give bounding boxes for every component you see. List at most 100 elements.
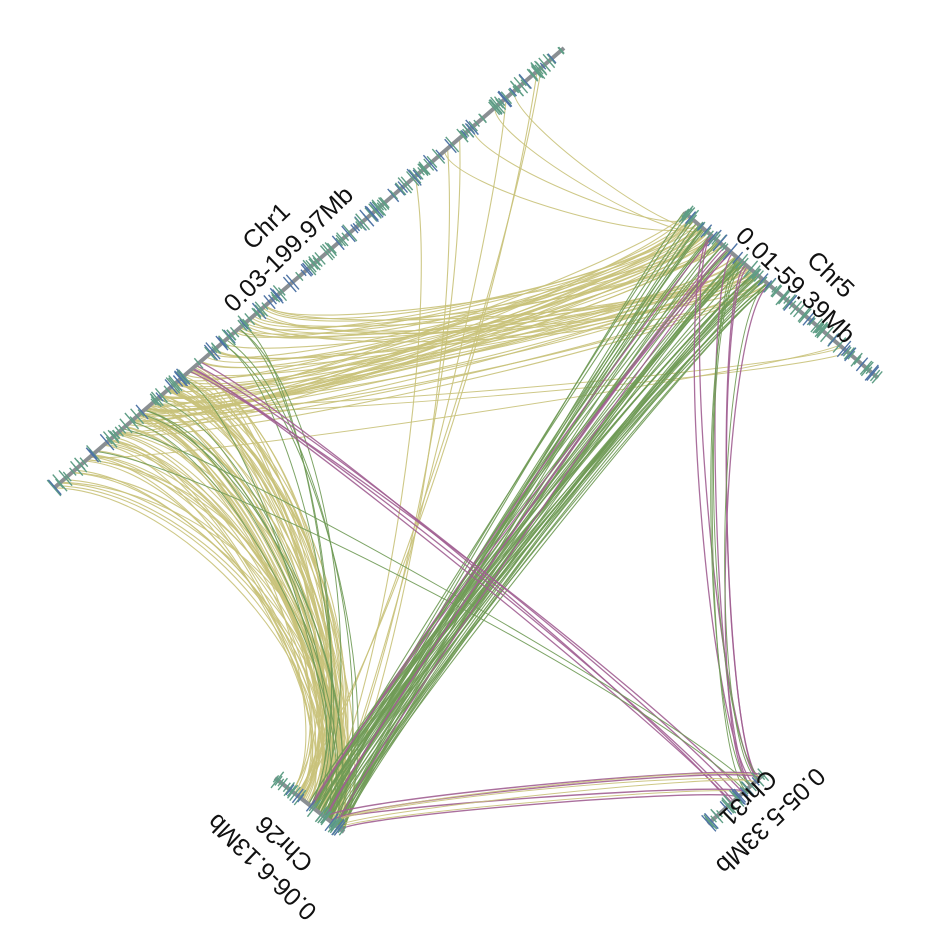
synteny-link-chr1-chr5 <box>160 237 715 399</box>
chr1-gene-mark <box>70 460 84 477</box>
chr1-gene-mark <box>497 97 506 107</box>
chr1-gene-mark <box>253 309 260 317</box>
chr5-gene-mark <box>807 317 815 325</box>
chr26-gene-mark <box>329 818 343 834</box>
chr1-gene-mark <box>518 73 532 90</box>
synteny-link-chr1-chr26 <box>110 439 317 800</box>
chr1-gene-mark <box>509 80 525 97</box>
chr1-gene-mark <box>364 207 378 222</box>
synteny-link-chr26-chr31 <box>336 779 756 828</box>
chr1-gene-mark <box>302 259 317 276</box>
chr1-gene-mark <box>308 258 319 270</box>
chr5-gene-mark <box>810 318 823 333</box>
chr1-gene-mark <box>422 154 438 172</box>
chr5-gene-mark <box>751 268 761 279</box>
chr1-gene-mark <box>465 119 479 136</box>
synteny-link-chr5-chr26 <box>322 227 704 816</box>
chr5-gene-mark <box>753 270 764 282</box>
chr1-gene-mark <box>406 168 422 186</box>
chr1-gene-mark <box>173 370 189 387</box>
chr1-gene-mark <box>150 396 160 406</box>
chr1-gene-mark <box>105 436 113 445</box>
chr26-gene-mark <box>274 775 283 786</box>
chr1-gene-mark <box>378 197 390 210</box>
chr1-gene-mark <box>164 378 179 395</box>
chr26-gene-mark <box>283 782 296 797</box>
chr1-gene-mark <box>251 302 267 320</box>
chr1-gene-mark <box>497 91 512 108</box>
chr1-gene-mark <box>154 388 168 403</box>
chr26-gene-mark <box>286 785 297 797</box>
chr5-gene-mark <box>789 300 803 315</box>
chr5-gene-mark <box>816 323 829 337</box>
chr1-gene-mark <box>547 53 557 64</box>
chr1-gene-mark <box>239 318 249 330</box>
chr5-gene-mark <box>681 207 693 221</box>
chr1-gene-mark <box>460 129 469 138</box>
chr5-gene-mark <box>680 207 696 224</box>
chr5-gene-mark <box>738 257 749 269</box>
chr1-gene-mark <box>150 398 157 406</box>
synteny-link-chr1-chr5 <box>249 283 769 343</box>
chr1-gene-mark <box>177 369 190 383</box>
chr1-gene-mark <box>542 53 556 69</box>
chr1-gene-mark <box>406 170 420 187</box>
chr1-gene-mark <box>55 478 64 489</box>
chr5-gene-mark <box>800 311 808 319</box>
synteny-link-chr5-chr31 <box>714 253 752 787</box>
chr26-gene-mark <box>320 811 331 824</box>
synteny-link-chr1-chr5 <box>143 266 749 413</box>
chr1-gene-mark <box>223 329 236 344</box>
chr1-gene-mark <box>319 245 334 261</box>
chr26-gene-mark <box>337 825 344 834</box>
synteny-link-chr5-chr26 <box>310 272 756 807</box>
synteny-link-chr1-chr5 <box>236 269 752 338</box>
synteny-link-chr5-chr26 <box>310 252 732 807</box>
chr5-gene-mark <box>788 300 797 310</box>
chr31-gene-mark <box>751 772 765 787</box>
chr5-gene-mark <box>722 243 738 261</box>
chr1-gene-mark <box>364 205 379 223</box>
synteny-link-chr1-chr26 <box>238 328 333 807</box>
chr26-gene-mark <box>286 784 299 799</box>
chr5-gene-mark <box>815 323 825 334</box>
chr1-gene-mark <box>269 287 284 304</box>
synteny-link-chr5-chr26 <box>338 260 742 829</box>
chr1-gene-mark <box>354 217 366 231</box>
synteny-link-chr1-chr5 <box>157 271 754 404</box>
chr1-gene-mark <box>461 123 475 138</box>
chr1-gene-mark <box>203 344 218 361</box>
synteny-link-chr1-chr5 <box>251 235 713 328</box>
chr1-gene-mark <box>205 342 221 360</box>
synteny-links <box>54 67 849 832</box>
chr1-gene-mark <box>270 291 281 303</box>
chr1-gene-mark <box>342 224 358 242</box>
synteny-link-chr1-chr26 <box>139 413 343 822</box>
chr1-gene-mark <box>397 181 409 194</box>
synteny-link-chr5-chr26 <box>322 263 745 816</box>
chr1-gene-mark <box>444 138 457 154</box>
chr1-gene-mark <box>468 121 478 132</box>
chr5-gene-mark <box>711 234 721 245</box>
chr5-gene-mark <box>764 280 773 289</box>
chr1-gene-mark <box>376 199 387 211</box>
chr1-gene-mark <box>226 329 237 341</box>
chr5-gene-mark <box>840 344 851 357</box>
chr5-gene-mark <box>871 370 883 384</box>
chr1-gene-mark <box>62 471 72 482</box>
chr5-gene-mark <box>843 347 855 360</box>
chr5-gene-mark <box>814 321 829 338</box>
chr1-gene-mark <box>221 329 236 346</box>
synteny-link-chr1-chr26 <box>144 409 327 807</box>
chr1-gene-mark <box>341 225 356 243</box>
chr1-gene-mark <box>272 289 283 302</box>
chr1-gene-mark <box>52 474 68 492</box>
chr5-gene-mark <box>859 360 873 375</box>
chr1-gene-mark <box>135 404 149 420</box>
chr1-gene-mark <box>295 271 304 282</box>
chr1-gene-mark <box>308 256 321 271</box>
chr1-gene-mark <box>355 213 371 231</box>
chr26-gene-mark <box>297 793 305 803</box>
synteny-link-chr5-chr26 <box>336 219 695 827</box>
chr31-gene-mark <box>710 815 717 823</box>
